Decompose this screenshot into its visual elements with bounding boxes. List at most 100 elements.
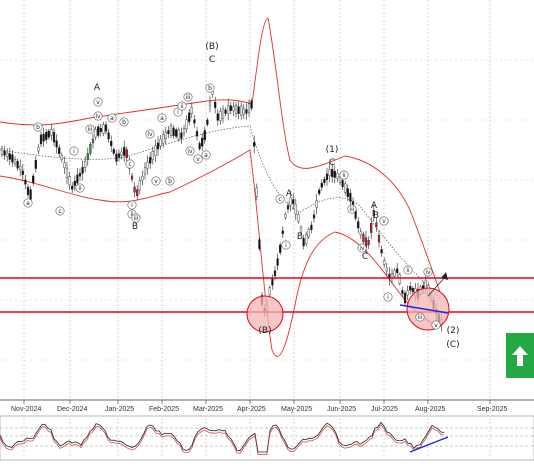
wave-label-minor: iv <box>95 113 101 120</box>
candle-body <box>406 290 409 296</box>
candle-body <box>99 128 102 133</box>
wave-label-minor: i <box>73 148 75 155</box>
candle-body <box>286 205 290 210</box>
wave-label-minor: iv <box>187 148 193 155</box>
candle-body <box>29 189 32 200</box>
x-tick-label: Aug-2025 <box>415 406 445 413</box>
wave-label-minor: iii <box>185 94 190 101</box>
candle-body <box>206 119 209 125</box>
candle-body <box>341 180 344 188</box>
candle-body <box>255 187 258 197</box>
candle-body <box>359 231 362 236</box>
candle-body <box>91 138 95 144</box>
trend-arrow-shaft <box>427 275 447 297</box>
candle-body <box>164 132 167 139</box>
x-tick-label: Jul-2025 <box>371 406 398 413</box>
candle-body <box>227 105 230 114</box>
wave-label-minor: ii <box>342 172 346 179</box>
candle-body <box>333 171 336 178</box>
wave-label-minor-ring <box>275 194 285 204</box>
wave-label-minor: a <box>110 115 114 122</box>
candle-body <box>115 153 118 162</box>
candle-body <box>37 147 40 152</box>
oscillator-trend-line <box>409 436 449 453</box>
candle-body <box>86 153 89 160</box>
candle-body <box>279 244 282 253</box>
wave-label-minor-ring <box>93 97 103 107</box>
candle-body <box>107 132 110 140</box>
wave-label-minor: v <box>154 178 158 185</box>
wave-label-major: B <box>132 222 138 232</box>
wave-label-minor: v <box>196 156 200 163</box>
x-tick-label: Nov-2024 <box>11 406 41 413</box>
candle-body <box>24 179 27 185</box>
wave-label-major: (C) <box>446 340 459 350</box>
wave-label-minor: iii <box>417 314 422 321</box>
wave-label-minor: a <box>160 115 164 122</box>
candle-body <box>367 240 370 246</box>
wave-label-minor-ring <box>183 92 193 102</box>
candle-body <box>302 238 305 247</box>
wave-label-minor: c <box>58 208 61 215</box>
upper-band <box>0 17 441 293</box>
candle-body <box>323 178 326 184</box>
wave-label-minor: c <box>278 196 281 203</box>
candle-body <box>26 186 30 196</box>
candle-body <box>307 229 310 238</box>
candle-body <box>188 112 191 122</box>
candle-body <box>305 234 308 245</box>
candle-body <box>151 151 154 160</box>
candle-body <box>325 173 329 180</box>
candle-body <box>3 150 6 156</box>
wave-label-minor-ring <box>423 267 433 277</box>
wave-label-minor: v <box>382 218 386 225</box>
wave-label-minor-ring <box>379 216 389 226</box>
candle-body <box>237 106 240 114</box>
candle-body <box>162 134 165 144</box>
candle-body <box>180 132 183 139</box>
candle-body <box>78 172 82 177</box>
candle-body <box>284 214 287 218</box>
up-arrow-icon <box>512 345 528 366</box>
candle-body <box>177 129 180 140</box>
wave-label-minor-ring <box>357 243 367 253</box>
candle-body <box>388 273 391 279</box>
candle-body <box>84 161 87 168</box>
candle-body <box>318 189 321 194</box>
candle-body <box>232 106 235 112</box>
candle-body <box>312 214 316 219</box>
wave-label-minor: i <box>177 109 179 116</box>
oscillator-main-line <box>0 421 445 453</box>
wave-label-minor: c <box>128 161 131 168</box>
candle-body <box>185 119 188 129</box>
wave-label-minor-ring <box>23 198 33 208</box>
candle-body <box>45 131 48 140</box>
candle-body <box>409 286 412 291</box>
wave-label-minor: b <box>36 124 40 131</box>
wave-label-minor: a <box>26 200 30 207</box>
candle-body <box>229 105 232 111</box>
candle-body <box>32 175 35 184</box>
candle-body <box>112 149 115 154</box>
x-tick-label: Mar-2025 <box>193 406 223 413</box>
candle-body <box>253 142 256 147</box>
x-axis: Nov-2024 Dec-2024 Jan-2025 Feb-2025 Mar-2025… <box>11 400 507 413</box>
wave-label-major: (B) <box>258 326 271 336</box>
wave-label-minor: i <box>387 294 389 301</box>
wave-label-minor: b <box>168 178 172 185</box>
candle-body <box>224 109 227 114</box>
wave-label-minor-ring <box>85 124 95 134</box>
candle-body <box>58 147 61 154</box>
candle-body <box>19 165 22 170</box>
wave-label-minor: ii <box>78 185 82 192</box>
candle-body <box>52 132 56 143</box>
candle-body <box>331 169 334 178</box>
candle-body <box>167 130 170 135</box>
candle-body <box>190 107 193 114</box>
candle-body <box>234 105 238 114</box>
wave-label-minor: ii <box>406 267 410 274</box>
candle-body <box>216 113 219 121</box>
candle-body <box>201 137 204 147</box>
trend-arrow-head <box>441 272 448 280</box>
lower-band <box>0 149 441 357</box>
